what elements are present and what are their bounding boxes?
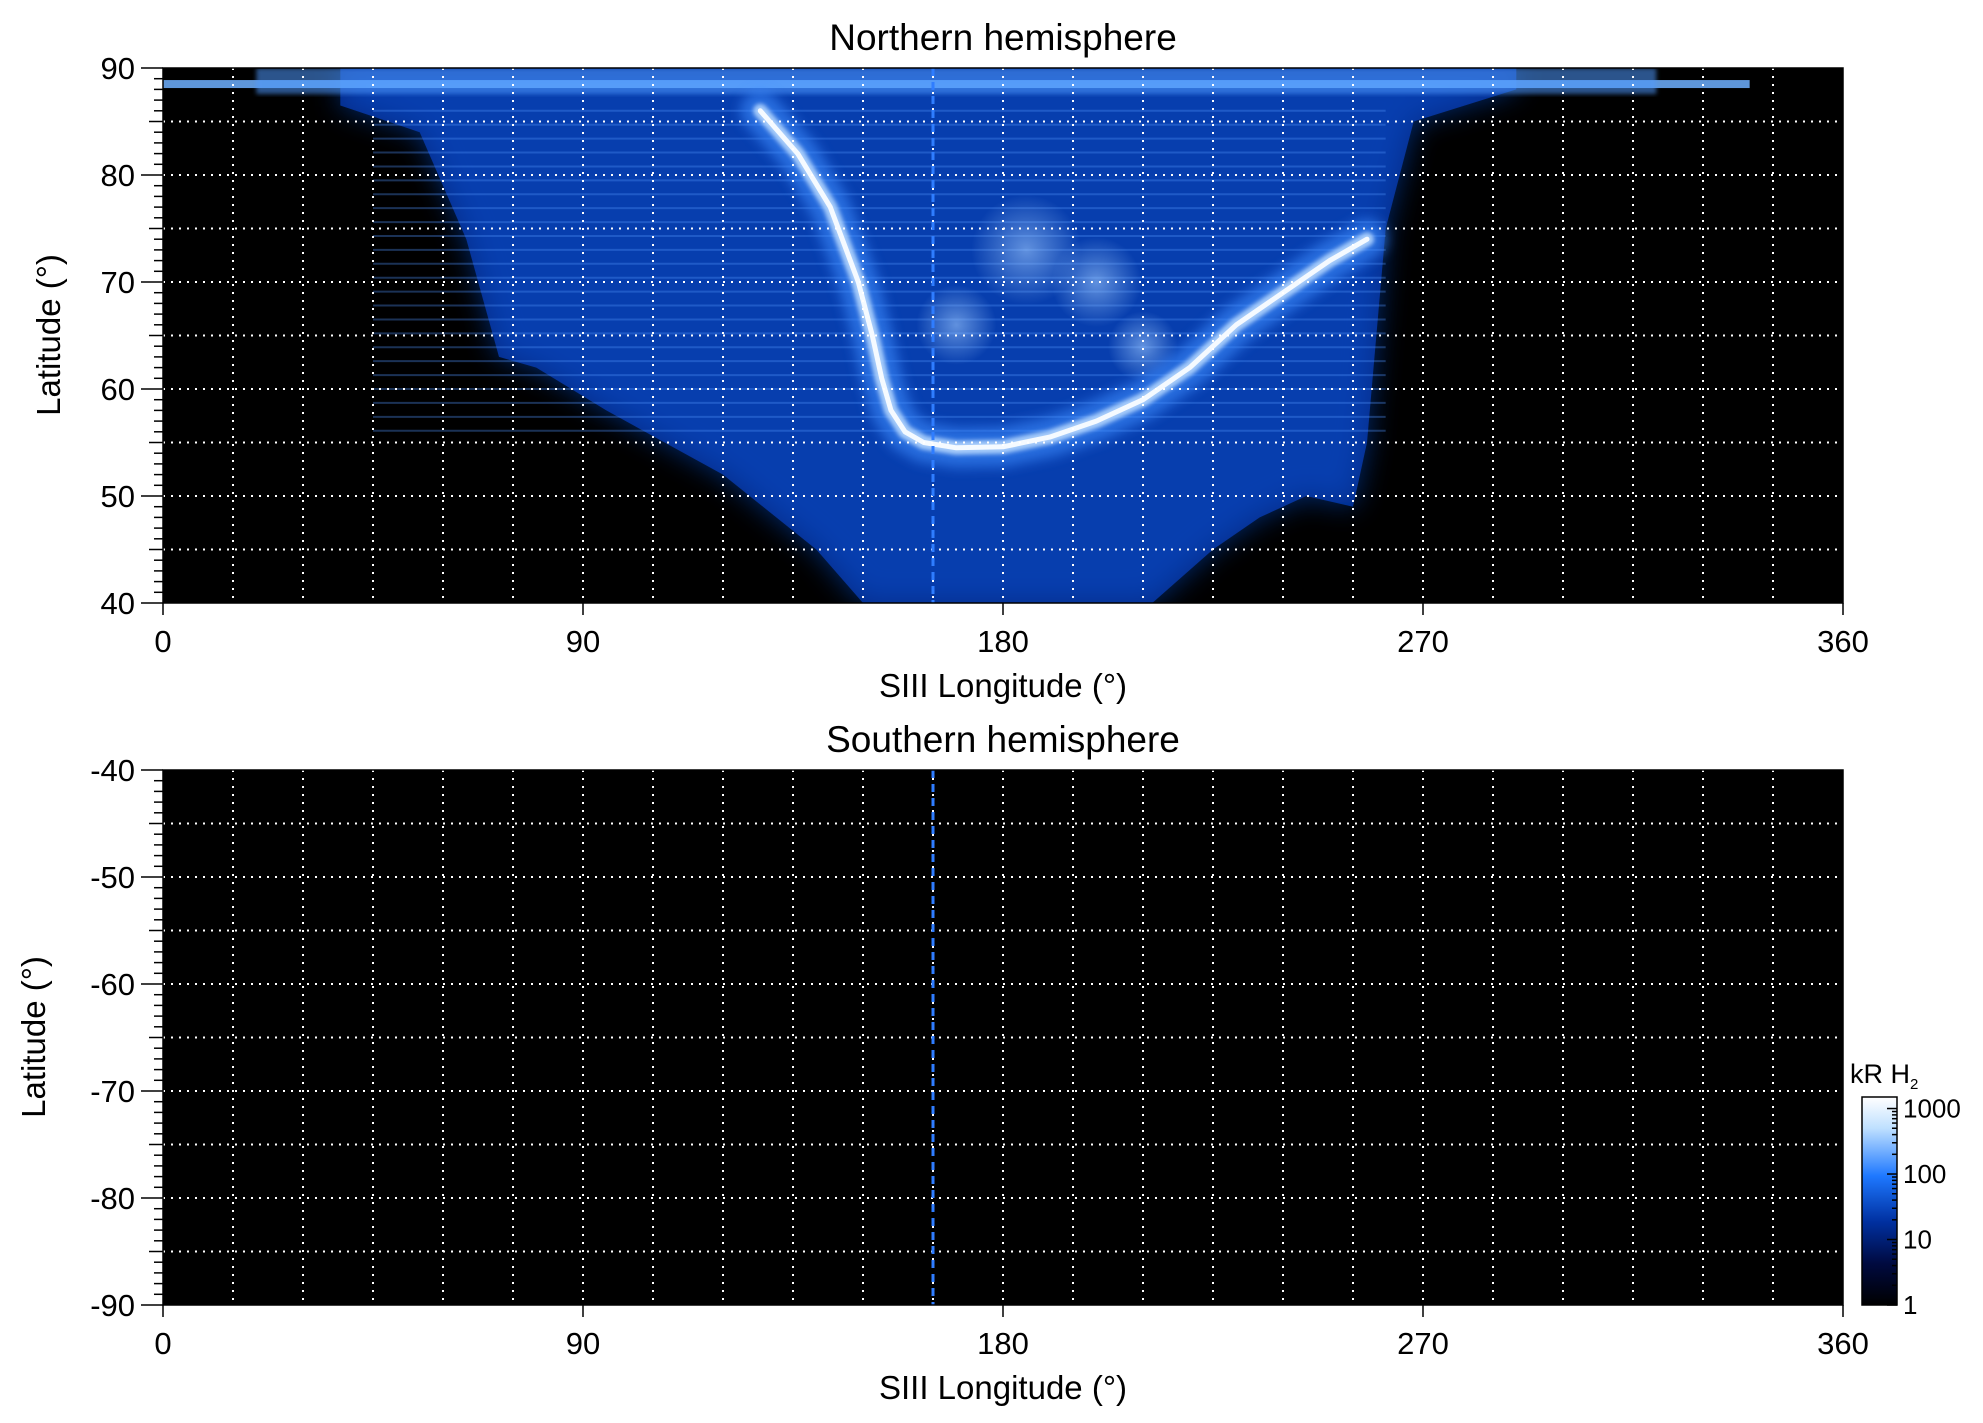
y-tick-label: -50 [90, 860, 135, 895]
north-xlabel: SIII Longitude (°) [879, 667, 1127, 704]
north-grid [163, 68, 1843, 603]
north-emission-region [163, 68, 1750, 603]
south-panel: Southern hemisphere -40 -50 -60 -70 -80 -90 0… [15, 719, 1869, 1406]
oval-core [757, 108, 1370, 451]
x-tick-label: 270 [1397, 1326, 1449, 1361]
y-tick-label: 60 [101, 372, 135, 407]
south-x-ticks: 0 90 180 270 360 [154, 1305, 1869, 1361]
x-tick-label: 360 [1817, 1326, 1869, 1361]
x-tick-label: 90 [566, 624, 600, 659]
x-tick-label: 0 [154, 624, 171, 659]
x-tick-label: 90 [566, 1326, 600, 1361]
y-tick-label: -90 [90, 1288, 135, 1323]
colorbar-gradient [1861, 1096, 1898, 1306]
south-grid [163, 770, 1843, 1305]
colorbar-tick-label: 1 [1903, 1290, 1917, 1320]
y-tick-label: 40 [101, 586, 135, 621]
polar-cap-band [256, 68, 1657, 95]
colorbar-label: kR H2 [1850, 1059, 1918, 1093]
north-x-ticks: 0 90 180 270 360 [154, 603, 1869, 659]
south-xlabel: SIII Longitude (°) [879, 1369, 1127, 1406]
y-tick-label: -70 [90, 1074, 135, 1109]
colorbar: kR H2 1 10 100 1000 [1850, 1059, 1961, 1320]
polar-patch [916, 284, 997, 365]
x-tick-label: 180 [977, 1326, 1029, 1361]
north-panel: Northern hemisphere 40 50 60 70 80 90 0 90 180 2… [30, 17, 1869, 704]
y-tick-label: -40 [90, 753, 135, 788]
south-title: Southern hemisphere [826, 719, 1180, 760]
x-tick-label: 270 [1397, 624, 1449, 659]
x-tick-label: 0 [154, 1326, 171, 1361]
north-y-ticks: 40 50 60 70 80 90 [101, 51, 163, 621]
north-main-oval [740, 90, 1387, 468]
south-ylabel: Latitude (°) [15, 956, 52, 1118]
south-y-ticks: -40 -50 -60 -70 -80 -90 [90, 753, 163, 1323]
colorbar-ticks: 1 10 100 1000 [1887, 1094, 1961, 1320]
colorbar-tick-label: 10 [1903, 1225, 1932, 1255]
colorbar-tick-label: 1000 [1903, 1094, 1961, 1124]
polar-patch [1051, 237, 1142, 327]
y-tick-label: 70 [101, 265, 135, 300]
y-tick-label: 50 [101, 479, 135, 514]
y-tick-label: -60 [90, 967, 135, 1002]
north-title: Northern hemisphere [829, 17, 1177, 58]
y-tick-label: 80 [101, 158, 135, 193]
x-tick-label: 360 [1817, 624, 1869, 659]
north-ylabel: Latitude (°) [30, 254, 67, 416]
y-tick-label: -80 [90, 1181, 135, 1216]
y-tick-label: 90 [101, 51, 135, 86]
colorbar-tick-label: 100 [1903, 1159, 1946, 1189]
x-tick-label: 180 [977, 624, 1029, 659]
